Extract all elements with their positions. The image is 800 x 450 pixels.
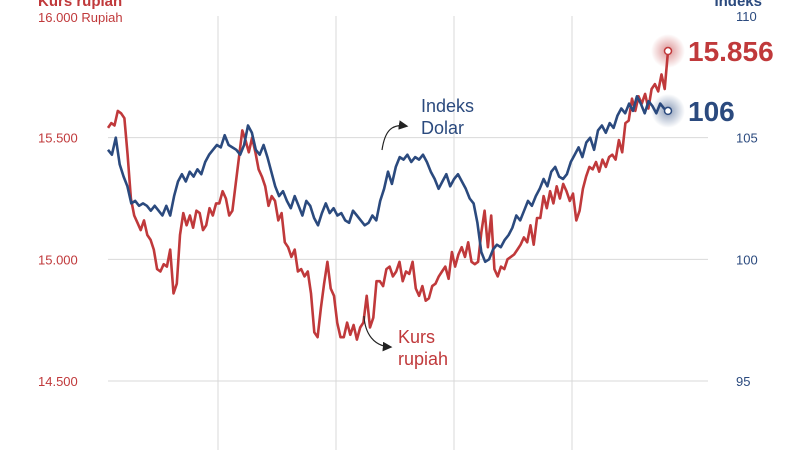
right-axis-tick-label: 95: [736, 374, 750, 389]
annotation-arrow-kurs-rupiah: [363, 315, 393, 352]
end-label-indeks-dolar: 106: [688, 96, 735, 127]
left-axis-tick-label: 15.500: [38, 131, 78, 146]
annotation-arrow-indeks-dolar: [381, 120, 409, 151]
right-axis-tick-label: 100: [736, 252, 758, 267]
left-axis-ticks: 15.500 15.000 14.500: [38, 131, 78, 389]
annotation-indeks-dolar-line2: Dolar: [421, 118, 464, 138]
left-axis-title: Kurs rupiah: [38, 0, 122, 10]
annotation-indeks-dolar: Indeks Dolar: [381, 96, 474, 151]
end-point-indeks-dolar: [663, 106, 673, 116]
annotation-kurs-rupiah-line2: rupiah: [398, 349, 448, 369]
series-line-kurs-rupiah: [106, 50, 670, 341]
annotation-kurs-rupiah: Kurs rupiah: [363, 315, 448, 369]
series-line-indeks-dolar: [106, 95, 669, 264]
left-axis-tick-label: 14.500: [38, 374, 78, 389]
right-axis-tick-label: 110: [736, 9, 757, 24]
left-axis-unit-label: 16.000 Rupiah: [38, 10, 123, 25]
end-label-kurs-rupiah: 15.856: [688, 36, 774, 67]
gridlines: [108, 16, 708, 450]
right-axis-ticks: 110 105 100 95: [736, 9, 758, 389]
right-axis-title: Indeks: [714, 0, 762, 10]
left-axis-tick-label: 15.000: [38, 252, 78, 267]
end-point-kurs-rupiah: [663, 46, 673, 56]
right-axis-tick-label: 105: [736, 131, 758, 146]
annotation-kurs-rupiah-line1: Kurs: [398, 327, 435, 347]
annotation-indeks-dolar-line1: Indeks: [421, 96, 474, 116]
